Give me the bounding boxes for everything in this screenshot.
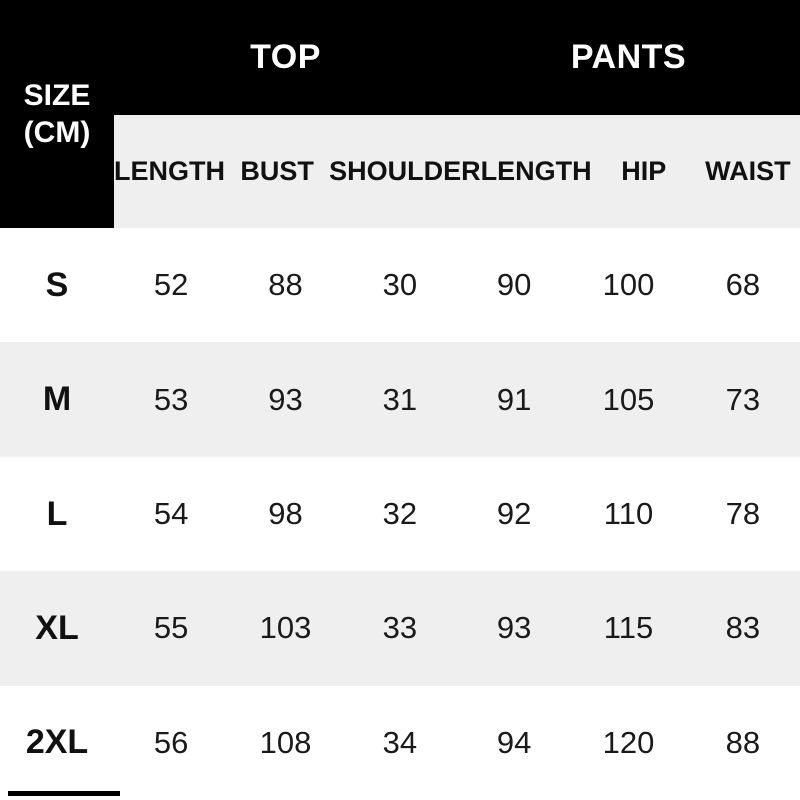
column-header-waist: WAIST: [705, 156, 791, 186]
value-cell: 68: [725, 267, 761, 303]
value-cell: 103: [259, 610, 312, 646]
value-cell: 52: [153, 267, 189, 303]
value-cell: 33: [382, 610, 418, 646]
cropped-next-section-edge: [8, 791, 120, 796]
value-cell: 105: [602, 381, 655, 417]
table-row-s: S 52 88 30 90 100 68: [0, 228, 800, 342]
size-cell: XL: [35, 608, 79, 647]
header-band: TOP PANTS: [0, 0, 800, 115]
column-header-top-length: LENGTH: [114, 156, 225, 186]
table-row-m: M 53 93 31 91 105 73: [0, 342, 800, 457]
value-cell: 100: [602, 267, 655, 303]
value-cell: 88: [725, 724, 761, 760]
table-row-xl: XL 55 103 33 93 115 83: [0, 571, 800, 686]
value-cell: 108: [259, 724, 312, 760]
table-body: S 52 88 30 90 100 68 M 53 93 31 91 105 7…: [0, 228, 800, 800]
value-cell: 115: [603, 610, 654, 646]
size-unit-label: (CM): [23, 116, 91, 149]
value-cell: 73: [725, 381, 761, 417]
group-header-pants: PANTS: [570, 38, 687, 76]
value-cell: 92: [496, 496, 532, 532]
value-cell: 91: [496, 381, 532, 417]
value-cell: 94: [496, 724, 532, 760]
value-cell: 93: [268, 381, 303, 417]
value-cell: 32: [382, 496, 418, 532]
value-cell: 83: [725, 610, 761, 646]
value-cell: 53: [153, 381, 189, 417]
size-cell: M: [42, 380, 72, 419]
value-cell: 78: [725, 496, 761, 532]
value-cell: 88: [268, 267, 303, 303]
column-header-bust: BUST: [240, 156, 314, 186]
size-cell: S: [45, 265, 69, 304]
value-cell: 120: [602, 724, 655, 760]
value-cell: 55: [153, 610, 189, 646]
value-cell: 54: [153, 496, 189, 532]
column-header-shoulder: SHOULDER: [329, 156, 481, 186]
column-header-hip: HIP: [621, 156, 667, 186]
table-row-l: L 54 98 32 92 110 78: [0, 457, 800, 571]
value-cell: 98: [268, 496, 303, 532]
value-cell: 30: [382, 267, 418, 303]
size-unit-box: SIZE (CM): [0, 0, 114, 228]
value-cell: 90: [496, 267, 532, 303]
column-header-pants-length: LENGTH: [480, 156, 592, 186]
column-header-row: LENGTH BUST SHOULDER LENGTH HIP WAIST: [114, 115, 800, 228]
table-row-2xl: 2XL 56 108 34 94 120 88: [0, 686, 800, 800]
size-label: SIZE: [23, 79, 91, 112]
value-cell: 31: [382, 381, 418, 417]
value-cell: 110: [603, 496, 654, 532]
size-cell: 2XL: [25, 723, 89, 762]
value-cell: 34: [382, 724, 418, 760]
group-header-top: TOP: [250, 38, 321, 76]
value-cell: 56: [153, 724, 189, 760]
size-cell: L: [46, 494, 68, 533]
value-cell: 93: [496, 610, 532, 646]
